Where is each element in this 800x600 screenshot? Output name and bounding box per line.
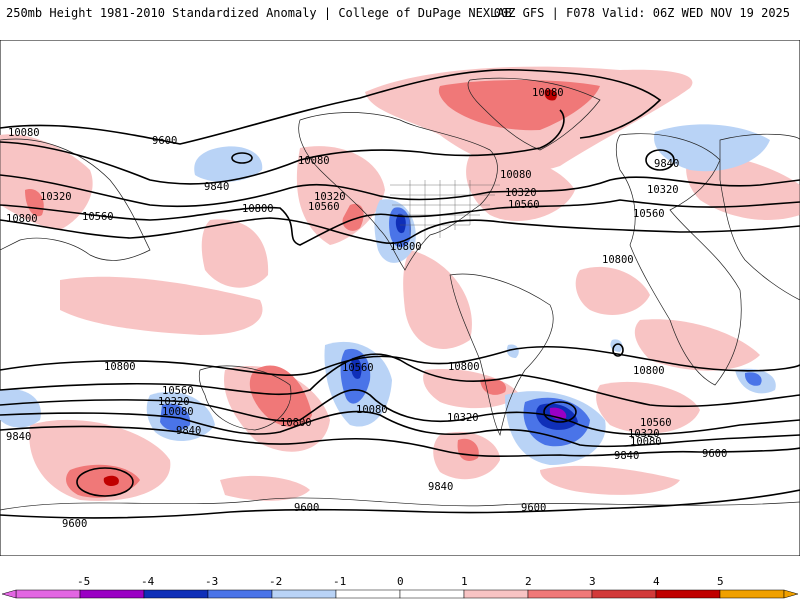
contour-label: 10560	[342, 362, 374, 374]
colorbar-segment	[527, 589, 593, 599]
colorbar-tick-label: -1	[333, 575, 346, 588]
contour-label: 9600	[152, 135, 177, 147]
map-title: 250mb Height 1981-2010 Standardized Anom…	[6, 6, 512, 20]
contour-label: 10320	[447, 412, 479, 424]
colorbar-segment	[399, 589, 465, 599]
contour-label: 10320	[40, 191, 72, 203]
colorbar-segment	[271, 589, 337, 599]
colorbar-segment	[335, 589, 401, 599]
continent-outlines	[0, 77, 800, 511]
colorbar-tick-label: -3	[205, 575, 218, 588]
contour-label: 10320	[158, 396, 190, 408]
run-valid-time: 00Z GFS | F078 Valid: 06Z WED NOV 19 202…	[493, 6, 790, 20]
colorbar-tick-label: 4	[653, 575, 660, 588]
contour-label: 10560	[308, 201, 340, 213]
contour-label: 10560	[640, 417, 672, 429]
contour-label: 10800	[280, 417, 312, 429]
contour-label: 10800	[6, 213, 38, 225]
contour-label: 10080	[532, 87, 564, 99]
contour-label: 9840	[176, 425, 201, 437]
contour-label: 9840	[6, 431, 31, 443]
contour-label: 10320	[628, 428, 660, 440]
contour-label: 10080	[630, 436, 662, 448]
colorbar-tick-label: 0	[397, 575, 404, 588]
colorbar-tick-labels: -5 -4 -3 -2 -1 0 1 2 3 4 5	[77, 575, 724, 588]
colorbar-tick-label: -4	[141, 575, 155, 588]
contour-label: 9840	[614, 450, 639, 462]
contour-label: 9840	[654, 158, 679, 170]
contour-labels: 10080 9600 10080 9840 10320 10560 10800 …	[6, 87, 727, 530]
contour-label: 9600	[702, 448, 727, 460]
contour-label: 10080	[298, 155, 330, 167]
colorbar-tick-label: -2	[269, 575, 282, 588]
colorbar-segment	[591, 589, 657, 599]
contour-label: 10560	[633, 208, 665, 220]
colorbar-segment	[15, 589, 81, 599]
contour-label: 10560	[508, 199, 540, 211]
contour-label: 10800	[242, 203, 274, 215]
contour-label: 10320	[647, 184, 679, 196]
colorbar-segment	[655, 589, 721, 599]
colorbar-segment	[207, 589, 273, 599]
contour-label: 9600	[62, 518, 87, 530]
colorbar-tick-label: 5	[717, 575, 724, 588]
colorbar-tick-label: 2	[525, 575, 532, 588]
contour-label: 10800	[390, 241, 422, 253]
contour-label: 10800	[448, 361, 480, 373]
colorbar-segment	[463, 589, 529, 599]
colorbar-max-arrow	[783, 589, 799, 599]
contour-label: 10560	[162, 385, 194, 397]
contour-label: 10800	[633, 365, 665, 377]
colorbar-tick-label: 3	[589, 575, 596, 588]
contour-label: 10080	[8, 127, 40, 139]
contour-label: 10080	[500, 169, 532, 181]
contour-label: 10080	[356, 404, 388, 416]
colorbar-tick-label: 1	[461, 575, 468, 588]
contour-label: 10320	[505, 187, 537, 199]
height-contours	[0, 68, 800, 519]
contour-label: 10800	[104, 361, 136, 373]
colorbar-segments	[1, 589, 799, 599]
contour-label: 9600	[294, 502, 319, 514]
positive-anomaly-medium	[25, 80, 600, 498]
contour-label: 10560	[82, 211, 114, 223]
contour-label: 10800	[602, 254, 634, 266]
contour-label: 9840	[204, 181, 229, 193]
contour-label: 9840	[428, 481, 453, 493]
colorbar-segment	[143, 589, 209, 599]
contour-label: 10320	[314, 191, 346, 203]
positive-anomaly-light	[0, 66, 800, 501]
political-boundaries	[390, 180, 500, 240]
colorbar-tick-label: -5	[77, 575, 90, 588]
contour-label: 10080	[162, 406, 194, 418]
colorbar-min-arrow	[1, 589, 17, 599]
anomaly-map: 10080 9600 10080 9840 10320 10560 10800 …	[0, 40, 800, 556]
colorbar-segment	[719, 589, 785, 599]
colorbar-segment	[79, 589, 145, 599]
positive-anomaly-strong	[103, 89, 557, 486]
contour-label: 9600	[521, 502, 546, 514]
colorbar: -5 -4 -3 -2 -1 0 1 2 3 4 5	[1, 575, 799, 599]
